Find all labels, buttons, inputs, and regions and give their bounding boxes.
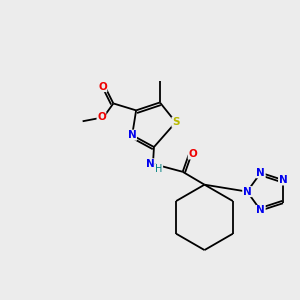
Text: N: N: [279, 175, 287, 185]
Text: O: O: [188, 149, 197, 159]
Text: N: N: [256, 206, 265, 215]
Text: N: N: [128, 130, 136, 140]
Text: S: S: [172, 117, 179, 127]
Text: O: O: [97, 112, 106, 122]
Text: N: N: [146, 159, 154, 169]
Text: N: N: [243, 187, 251, 196]
Text: O: O: [98, 82, 107, 92]
Text: H: H: [155, 164, 163, 174]
Text: N: N: [256, 168, 265, 178]
